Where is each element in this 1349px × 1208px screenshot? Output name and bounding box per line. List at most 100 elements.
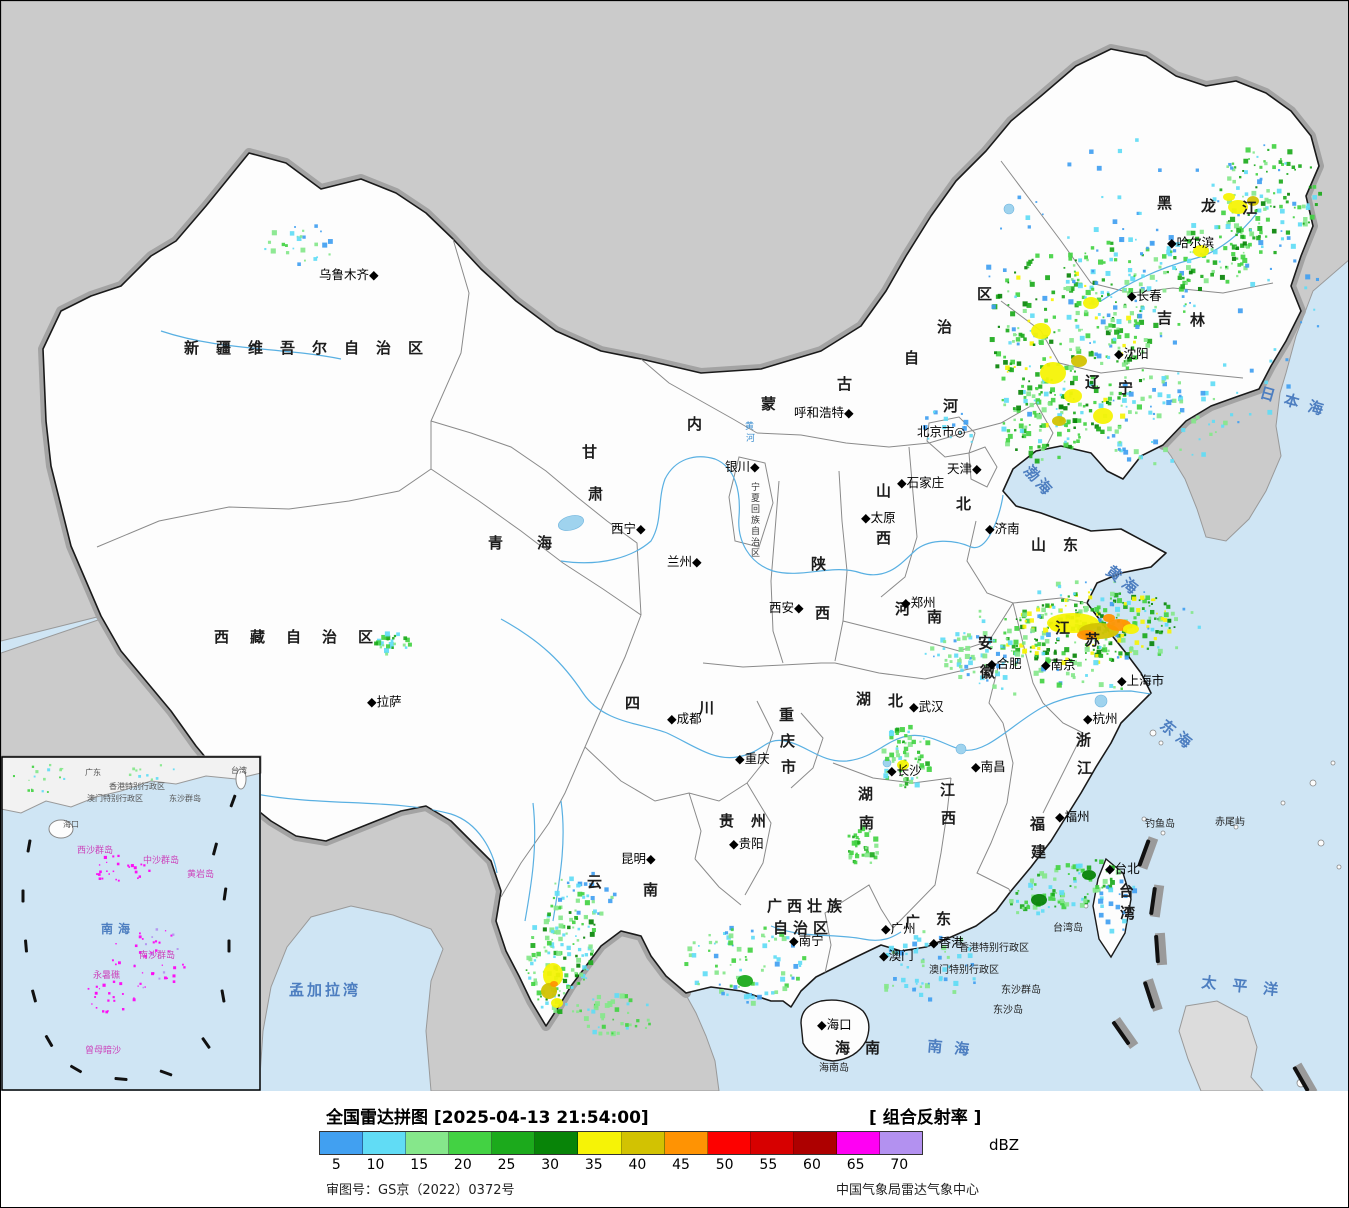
radar-echo-layer [264,138,1323,1037]
map-label: 海南岛 [819,1061,849,1074]
map-label: 区 [751,548,760,559]
map-label: 湾 [1120,904,1135,922]
map-label: 族 [751,514,760,526]
scale-cell-30 [535,1132,579,1154]
map-label: 新疆维吾尔自治区 [184,339,440,357]
map-label: 赤尾屿 [1215,816,1245,828]
legend-panel: 全国雷达拼图 [2025-04-13 21:54:00] [ 组合反射率 ] 5… [1,1091,1348,1207]
map-label: ◆长沙 [887,763,922,778]
map-label: ◆武汉 [909,699,944,714]
scale-tick-65: 65 [846,1157,865,1173]
map-label: 湖 [858,785,873,803]
scale-cell-60 [793,1132,837,1154]
map-area: 新疆维吾尔自治区 西藏自治区 青海甘肃内蒙古自治区宁夏回族自治区陕西山西河北山东河南… [1,1,1348,1096]
scale-cell-20 [449,1132,493,1154]
map-label: 东沙群岛 [169,793,201,803]
map-label: 南沙群岛 [139,949,175,961]
inset-taiwan [235,768,247,790]
map-label: 自治区 [773,919,833,937]
map-label: 浙 [1076,731,1091,749]
map-label: 江 [1055,619,1070,637]
map-label: 西沙群岛 [77,844,113,856]
map-label: 湖 [856,690,871,708]
scale-tick-70: 70 [890,1157,909,1173]
map-label: 州 [750,812,766,830]
map-label: 建 [1031,843,1047,861]
map-label: ◆拉萨 [367,694,402,709]
map-label: ◆杭州 [1083,711,1118,726]
map-label: 南 [865,1039,880,1057]
map-label: 治 [937,318,952,336]
scale-cell-65 [836,1132,881,1154]
map-label: 夏 [751,493,760,504]
scale-tick-45: 45 [672,1157,690,1173]
map-label: ◆重庆 [735,751,770,766]
colorbar-ticks: 5 10 15 20 25 30 35 40 45 50 55 60 65 70 [319,1157,921,1173]
map-label: 苏 [1085,631,1100,649]
scale-tick-15: 15 [410,1157,429,1173]
map-label: 海口 [63,819,79,829]
map-label: ◆台北 [1105,861,1140,876]
map-label: 陕 [811,555,826,573]
map-label: 四 [625,694,640,712]
scale-cell-15 [406,1132,450,1154]
map-label: 林 [1190,311,1206,329]
map-label: ◆南昌 [971,759,1006,774]
map-label: 宁 [1118,379,1133,397]
map-label: ◆南京 [1041,657,1076,672]
map-label: ◆海口 [817,1017,852,1032]
map-label: 北 [956,495,971,513]
map-label: ◆长春 [1127,288,1162,303]
map-label: 兰州◆ [667,554,702,569]
map-label: 南 [927,608,942,626]
scale-cell-45 [664,1132,708,1154]
map-label: 香港特别行政区 [959,941,1029,954]
map-label: 山 [876,482,891,500]
scale-cell-25 [492,1132,536,1154]
map-label: 东 [936,910,951,928]
inset-hainan [48,819,74,839]
scale-cell-50 [707,1132,751,1154]
map-label: 南 [643,881,658,899]
map-label: ◆合肥 [987,656,1022,671]
scale-tick-20: 20 [453,1157,472,1173]
map-label: 徽 [979,663,996,681]
map-label: 重 [779,706,794,724]
map-label: 广 [905,913,920,931]
map-label: 钓鱼岛 [1145,817,1175,830]
map-label: ◆成都 [667,711,702,726]
map-label: 海 [835,1039,850,1057]
map-label: 南海 [101,921,135,936]
map-label: 黑 [1157,194,1172,212]
map-label: 区 [977,285,992,303]
map-label: 黄岩岛 [187,868,214,880]
map-label: 东沙岛 [993,1003,1023,1016]
scale-cell-5 [320,1132,364,1154]
map-label: 呼和浩特◆ [794,405,854,420]
map-label: 江 [1077,759,1092,777]
map-label: 辽 [1085,373,1100,391]
map-label: 香港特别行政区 [109,781,165,791]
map-label: 北 [888,692,903,710]
map-label: ◆香港 [929,935,964,950]
south-china-sea-inset [1,755,262,1091]
map-label: 孟加拉湾 [289,981,361,999]
nine-dash-line [1111,836,1318,1096]
map-label: 河 [895,600,910,618]
map-label: 天津◆ [947,461,982,476]
map-label: 南海 [927,1037,982,1060]
map-label: 龙 [1200,197,1216,215]
map-label: 江 [1242,199,1257,217]
map-label: ◆福州 [1055,809,1090,824]
inset-mainland [1,755,262,814]
map-label: 台湾 [231,765,247,775]
map-label: ◆澳门 [879,948,914,963]
map-label: 青海 [488,534,586,552]
map-label: 贵 [719,812,734,830]
map-label: 回 [751,504,760,515]
map-label: 中沙群岛 [143,854,179,866]
map-label: 西 [815,604,830,622]
map-label: 乌鲁木齐◆ [319,267,379,282]
map-label: 南 [859,814,874,832]
